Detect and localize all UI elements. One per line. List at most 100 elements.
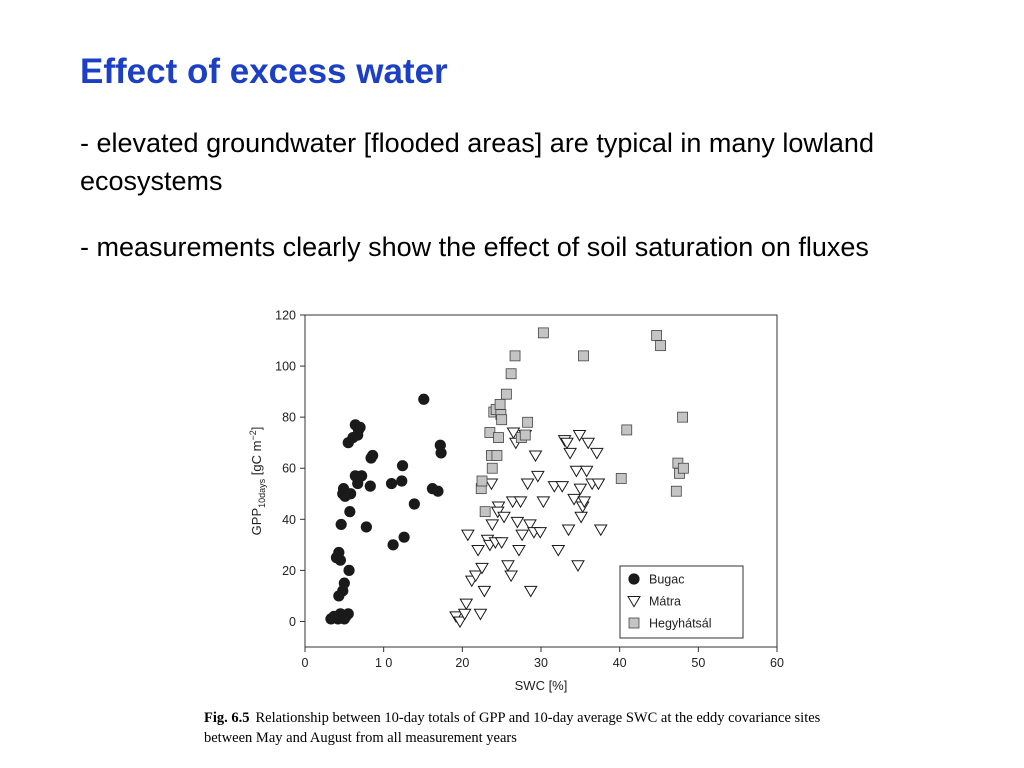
data-point-hegyhatsal <box>493 432 504 443</box>
caption-text: Relationship between 10-day totals of GP… <box>204 710 821 746</box>
data-point-matra <box>574 511 588 524</box>
data-point-bugac <box>354 421 366 433</box>
data-point-hegyhatsal <box>621 424 633 436</box>
legend-label-matra: Mátra <box>649 595 681 609</box>
data-point-bugac <box>365 452 377 464</box>
legend-box <box>619 565 744 639</box>
data-point-matra <box>569 465 584 478</box>
data-point-matra <box>533 527 548 539</box>
data-point-matra <box>504 570 518 583</box>
data-point-bugac <box>345 488 357 500</box>
data-point-bugac <box>435 447 447 459</box>
y-tick-label: 0 <box>289 615 296 629</box>
data-point-bugac <box>408 498 420 510</box>
bullet-groundwater: - elevated groundwater [flooded areas] a… <box>80 128 874 196</box>
caption-label: Fig. 6.5 <box>204 710 250 726</box>
data-point-hegyhatsal <box>491 450 503 461</box>
data-point-bugac <box>334 554 346 566</box>
legend-marker-hegyhatsal <box>628 617 640 629</box>
data-point-hegyhatsal <box>670 485 682 497</box>
data-point-matra <box>572 430 587 442</box>
data-point-matra <box>561 524 576 537</box>
data-point-matra <box>573 483 588 496</box>
data-point-bugac <box>387 539 399 551</box>
data-point-bugac <box>432 485 444 497</box>
data-point-bugac <box>364 480 376 492</box>
data-point-matra <box>497 511 511 524</box>
data-point-bugac <box>360 521 372 533</box>
data-point-hegyhatsal <box>486 462 498 474</box>
data-point-matra <box>512 544 526 557</box>
data-point-hegyhatsal <box>651 330 663 341</box>
figure-caption: Fig. 6.5 Relationship between 10-day tota… <box>204 708 844 748</box>
data-point-matra <box>485 519 500 532</box>
x-tick-label: 30 <box>534 656 548 670</box>
data-point-hegyhatsal <box>578 350 589 362</box>
data-point-hegyhatsal <box>476 475 488 487</box>
data-point-bugac <box>342 608 354 620</box>
bullet-soil-saturation: - measurements clearly show the effect o… <box>80 232 869 262</box>
data-point-matra <box>530 470 545 483</box>
y-tick-label: 100 <box>275 360 296 374</box>
x-tick-label: 0 <box>302 656 309 670</box>
x-axis-label: SWC [%] <box>515 678 568 693</box>
data-point-matra <box>523 585 538 598</box>
data-point-hegyhatsal <box>519 429 531 441</box>
data-point-hegyhatsal <box>537 327 549 339</box>
data-point-matra <box>473 608 488 621</box>
data-point-matra <box>510 516 525 529</box>
data-point-bugac <box>385 477 398 490</box>
data-point-matra <box>515 529 529 542</box>
y-tick-label: 60 <box>282 462 296 476</box>
x-tick-label: 1 0 <box>375 656 392 670</box>
data-point-matra <box>571 560 585 572</box>
data-point-bugac <box>335 518 347 531</box>
data-point-bugac <box>344 506 356 518</box>
x-tick-label: 50 <box>691 656 705 670</box>
x-tick-label: 40 <box>613 656 627 670</box>
data-point-matra <box>484 478 499 491</box>
data-point-hegyhatsal <box>677 462 689 474</box>
data-point-hegyhatsal <box>522 416 534 428</box>
data-point-matra <box>593 524 608 537</box>
data-point-matra <box>591 478 606 491</box>
y-axis-label: GPP10days [gC m−2] <box>248 427 267 536</box>
data-point-hegyhatsal <box>509 350 521 362</box>
data-point-matra <box>501 560 515 572</box>
data-point-hegyhatsal <box>479 506 491 518</box>
data-point-matra <box>536 496 551 509</box>
data-point-bugac <box>396 475 408 487</box>
data-point-hegyhatsal <box>677 411 689 423</box>
data-point-hegyhatsal <box>494 398 506 410</box>
data-point-matra <box>589 447 604 460</box>
y-tick-label: 80 <box>282 411 296 425</box>
data-point-matra <box>471 544 485 557</box>
data-point-matra <box>494 537 509 549</box>
data-point-matra <box>457 608 472 621</box>
data-point-matra <box>520 478 535 491</box>
data-point-matra <box>528 450 543 463</box>
y-tick-label: 20 <box>282 564 296 578</box>
data-point-matra <box>581 437 596 450</box>
legend-marker-bugac <box>628 573 640 585</box>
data-point-matra <box>475 562 489 575</box>
data-point-bugac <box>338 577 350 589</box>
data-point-matra <box>567 493 581 506</box>
data-point-matra <box>563 447 577 460</box>
data-point-bugac <box>418 393 430 405</box>
data-point-matra <box>560 437 574 450</box>
data-point-matra <box>555 481 570 493</box>
data-point-hegyhatsal <box>496 414 508 426</box>
data-point-hegyhatsal <box>505 368 517 380</box>
data-point-bugac <box>398 531 410 543</box>
data-point-matra <box>551 544 566 557</box>
data-point-bugac <box>396 460 409 472</box>
data-point-hegyhatsal <box>615 473 627 484</box>
x-tick-label: 60 <box>770 656 784 670</box>
legend-marker-matra <box>627 596 641 608</box>
data-point-matra <box>513 496 528 509</box>
data-point-matra <box>459 598 474 611</box>
data-point-matra <box>579 465 594 478</box>
y-tick-label: 120 <box>275 309 296 323</box>
